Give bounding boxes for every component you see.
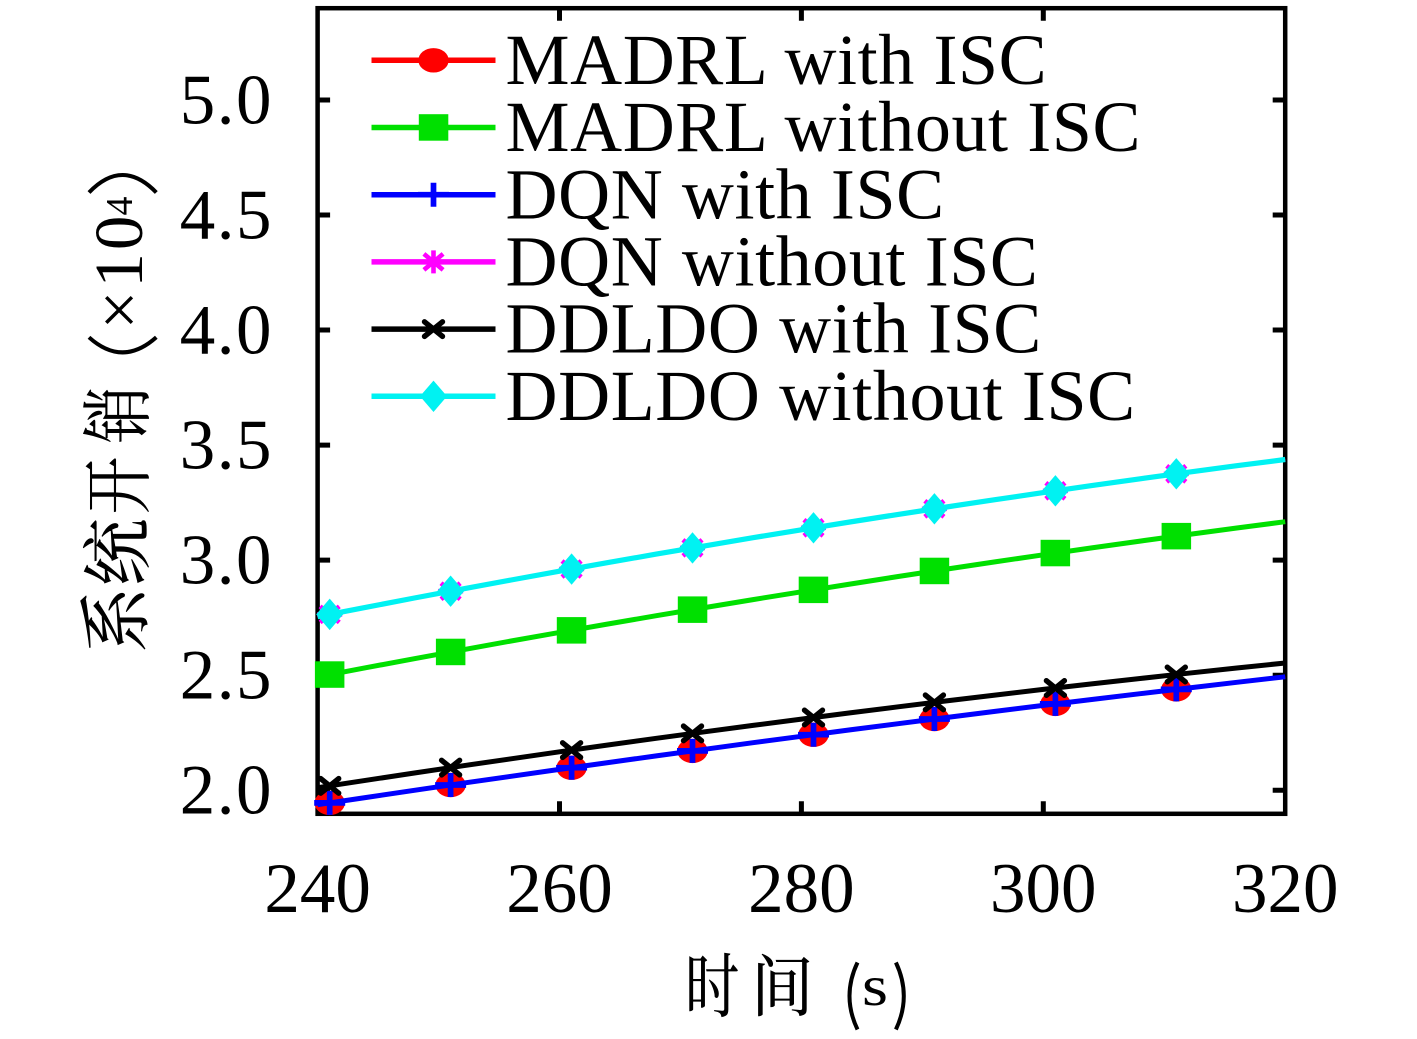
svg-text:3.5: 3.5 <box>180 407 273 485</box>
svg-text:4: 4 <box>99 197 141 216</box>
svg-text:DQN without ISC: DQN without ISC <box>506 222 1039 302</box>
svg-text:4.0: 4.0 <box>180 292 273 370</box>
svg-text:240: 240 <box>264 850 371 928</box>
svg-text:260: 260 <box>506 850 613 928</box>
svg-text:DDLDO with ISC: DDLDO with ISC <box>506 289 1042 369</box>
svg-text:×10: ×10 <box>81 213 157 330</box>
svg-text:3.0: 3.0 <box>180 522 273 600</box>
svg-text:2.5: 2.5 <box>180 637 273 715</box>
svg-text:DQN with ISC: DQN with ISC <box>506 154 945 234</box>
svg-text:280: 280 <box>748 850 855 928</box>
svg-text:MADRL with ISC: MADRL with ISC <box>506 20 1048 100</box>
svg-text:5.0: 5.0 <box>180 62 273 140</box>
svg-text:s: s <box>862 955 888 1018</box>
svg-text:320: 320 <box>1232 850 1339 928</box>
svg-text:2.0: 2.0 <box>180 752 273 830</box>
svg-text:MADRL without ISC: MADRL without ISC <box>506 87 1142 167</box>
svg-text:4.5: 4.5 <box>180 177 273 255</box>
svg-text:300: 300 <box>990 850 1097 928</box>
svg-text:DDLDO without ISC: DDLDO without ISC <box>506 356 1136 436</box>
